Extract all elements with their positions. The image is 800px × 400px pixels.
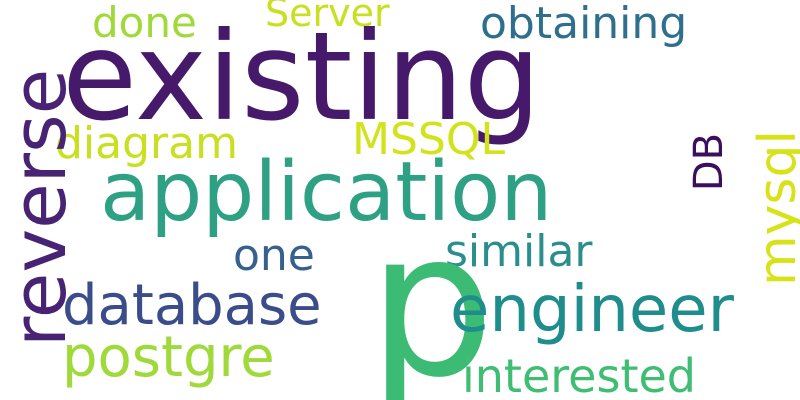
word-done: done bbox=[92, 0, 197, 47]
word-application: application bbox=[100, 145, 553, 240]
word-engineer: engineer bbox=[450, 273, 734, 347]
word-db: DB bbox=[686, 132, 732, 192]
word-diagram: diagram bbox=[55, 118, 238, 169]
word-mysql: mysql bbox=[748, 130, 800, 286]
word-one: one bbox=[233, 230, 315, 281]
word-mssql: MSSQL bbox=[352, 114, 505, 165]
word-p: p bbox=[368, 189, 495, 400]
word-postgre: postgre bbox=[62, 325, 275, 390]
word-server: Server bbox=[265, 0, 390, 35]
word-similar: similar bbox=[445, 226, 593, 277]
word-existing: existing bbox=[62, 6, 542, 148]
word-obtaining: obtaining bbox=[480, 0, 688, 49]
word-interested: interested bbox=[462, 349, 696, 400]
word-database: database bbox=[62, 273, 322, 338]
word-reverse: reverse bbox=[0, 68, 83, 347]
